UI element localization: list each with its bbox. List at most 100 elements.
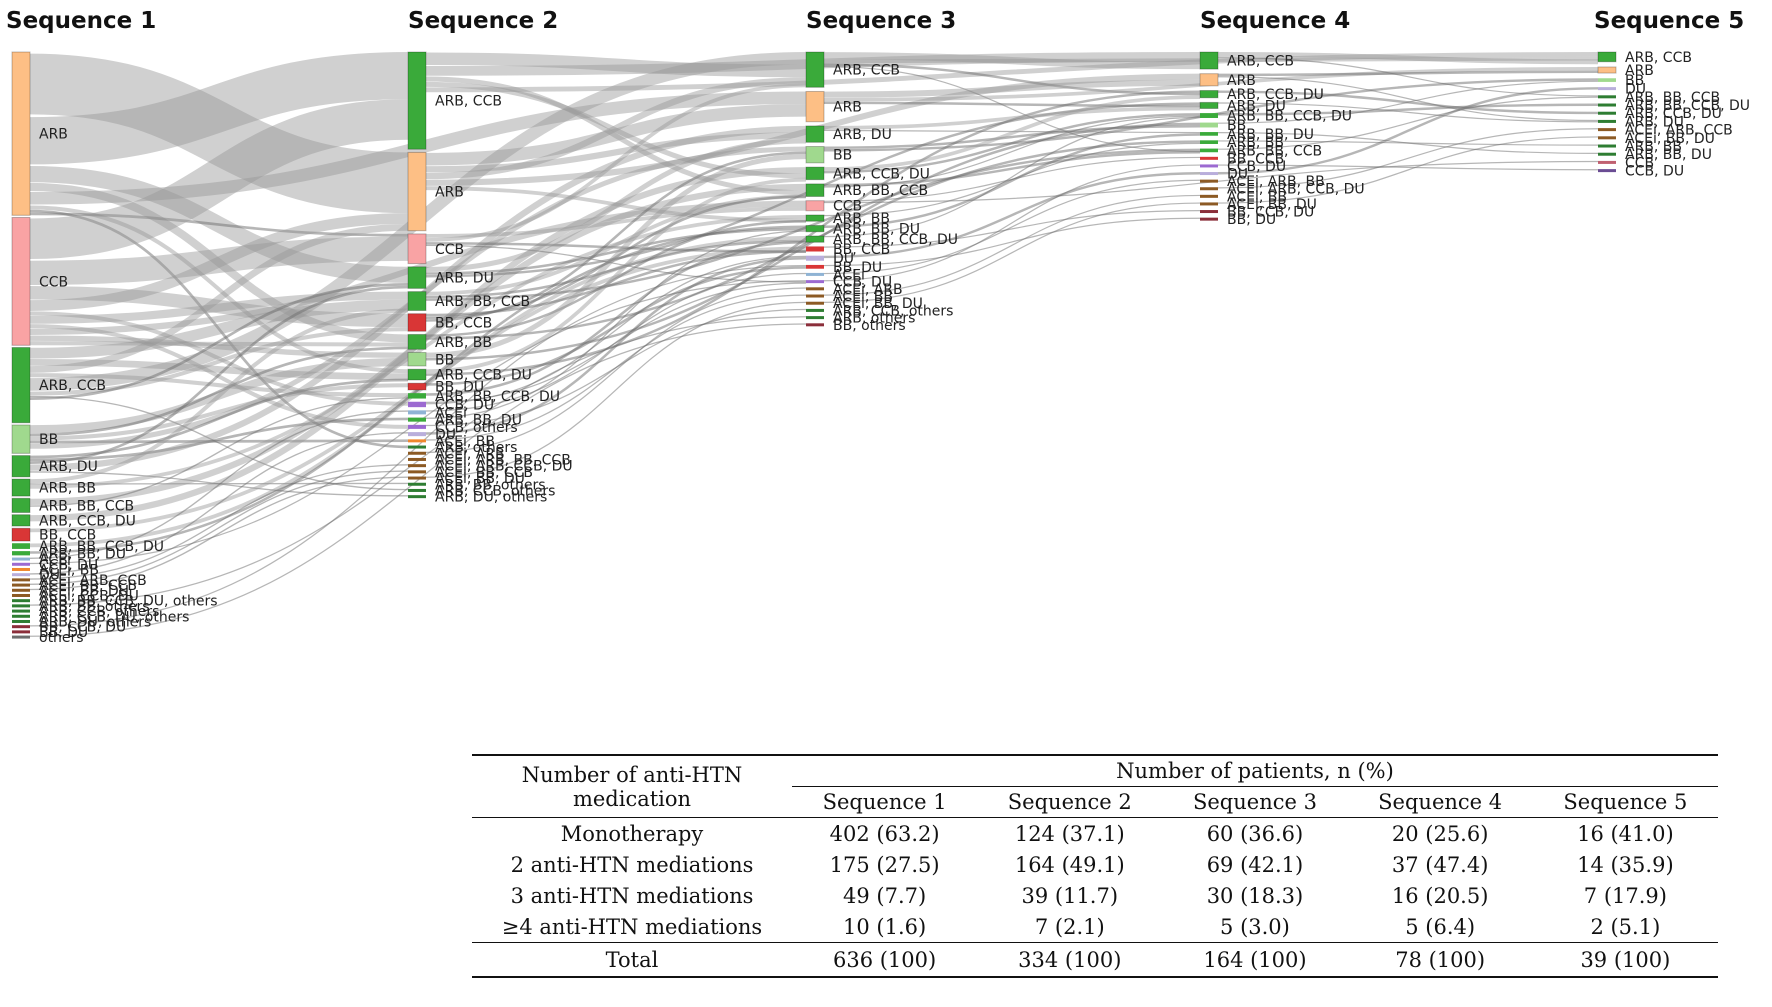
node-label-s4-arb-ccb: ARB, CCB — [1227, 54, 1294, 70]
flow-link — [29, 311, 409, 406]
node-label-s2-arb-ccb-others: ARB, CCB, others — [435, 483, 555, 499]
node-s3-arb-bb-ccb-du — [805, 235, 825, 243]
flow-link — [29, 280, 807, 565]
node-s1-others — [12, 635, 30, 639]
node-label-s4-arb-du: ARB, DU — [1227, 98, 1286, 114]
flow-link — [823, 115, 1201, 188]
node-label-s4-arb: ARB — [1227, 73, 1256, 89]
node-label-s3-acei-bb-du: ACEi, BB, DU — [833, 296, 923, 312]
flow-link — [823, 172, 1201, 259]
flow-link — [1217, 56, 1599, 97]
flow-link — [29, 99, 409, 260]
row-label: Total — [472, 942, 792, 978]
node-s1-arb-bb-others — [12, 604, 30, 608]
node-s5-arb-bb-du — [1598, 152, 1616, 156]
table-cell: 37 (47.4) — [1391, 852, 1489, 877]
node-s1-acei-bb-du — [12, 588, 30, 592]
node-label-s1-arb-du-others: ARB, DU, others — [39, 614, 151, 630]
node-s5-ccb — [1598, 160, 1616, 164]
node-label-s5-du: DU — [1625, 82, 1646, 98]
node-label-s1-arb-bb-ccb: ARB, BB, CCB — [39, 498, 134, 514]
node-s2-bb — [407, 352, 427, 367]
flow-link — [29, 359, 409, 380]
node-label-s4-bb: BB — [1227, 118, 1246, 134]
flow-link — [29, 417, 409, 462]
node-s4-acei-bb-du — [1200, 202, 1218, 206]
flow-link — [425, 287, 807, 454]
flow-link — [425, 256, 807, 435]
flow-link — [1217, 52, 1599, 65]
node-s5-arb-bb — [1598, 144, 1616, 148]
node-label-s3-bb: BB — [833, 148, 852, 164]
node-label-s5-bb: BB — [1625, 73, 1644, 89]
node-label-s2-arb-bb: ARB, BB — [435, 335, 492, 351]
table-col-sequence-5: Sequence 5 — [1563, 790, 1688, 814]
node-label-s1-acei-bb: ACEi, BB — [39, 562, 99, 578]
node-label-s2-acei-bb: ACEi, BB — [435, 434, 495, 450]
node-label-s1-acei-bb-ccb: ACEi, BB, CCB — [39, 578, 137, 594]
node-s1-bb-du — [12, 630, 30, 634]
flow-link — [425, 186, 807, 223]
node-s3-ccb-du — [806, 280, 824, 284]
node-label-s1-arb-bb-ccb-du: ARB, BB, CCB, DU — [39, 539, 164, 555]
node-s4-acei-arb-bb — [1200, 179, 1218, 183]
node-label-s2-du: DU — [435, 427, 456, 443]
node-s2-arb-du — [407, 266, 427, 289]
node-label-s2-acei-arb: ACEi, ARB — [435, 446, 505, 462]
flow-link — [425, 177, 807, 374]
node-s2-arb-du-others — [408, 495, 426, 499]
node-s1-ccb — [11, 217, 31, 346]
node-label-s3-bb-du: BB, DU — [833, 260, 882, 276]
node-s3-bb-others — [806, 323, 824, 327]
table-cell: 16 (20.5) — [1391, 883, 1489, 908]
node-label-s3-arb-bb-du: ARB, BB, DU — [833, 222, 920, 238]
node-s5-arb — [1597, 66, 1617, 74]
table-cell: 164 (49.1) — [1014, 852, 1125, 877]
node-s1-arb-bb-ccb — [11, 497, 31, 513]
node-label-s1-others: others — [39, 630, 84, 646]
flow-link — [823, 106, 1201, 130]
node-s4-bb — [1200, 122, 1218, 128]
node-label-s1-bb-ccb-du: BB, CCB, DU — [39, 620, 126, 636]
node-label-s3-arb-ccb-du: ARB, CCB, DU — [833, 166, 930, 182]
node-s1-arb-du — [11, 455, 31, 478]
node-s3-arb-ccb-du — [805, 166, 825, 181]
table-cell: 124 (37.1) — [1014, 821, 1125, 846]
node-label-s2-ccb: CCB — [435, 242, 464, 258]
node-s2-arb-ccb — [407, 51, 427, 150]
node-s4-bb-ccb — [1200, 156, 1218, 160]
node-s5-bb — [1598, 78, 1616, 82]
node-label-s3-arb-bb-ccb: ARB, BB, CCB — [833, 183, 928, 199]
node-s5-arb-bb-ccb — [1598, 95, 1616, 99]
table-row: Monotherapy 402 (63.2) 124 (37.1) 60 (36… — [472, 818, 1718, 850]
flow-link — [425, 132, 807, 173]
flow-link — [29, 182, 409, 343]
node-label-s3-arb-du: ARB, DU — [833, 127, 892, 143]
flow-link — [425, 266, 807, 386]
flow-link — [1217, 70, 1599, 77]
node-label-s4-arb-ccb-du: ARB, CCB, DU — [1227, 87, 1324, 103]
flow-link — [29, 476, 409, 591]
flow-link — [29, 373, 409, 398]
node-s3-arb-du — [805, 125, 825, 143]
flow-link — [1217, 76, 1599, 122]
table-row: 2 anti-HTN mediations 175 (27.5) 164 (49… — [472, 849, 1718, 880]
node-s4-arb-bb-ccb — [1200, 148, 1218, 153]
node-label-s5-arb-bb: ARB, BB — [1625, 139, 1682, 155]
node-label-s5-arb-bb-ccb: ARB, BB, CCB — [1625, 90, 1720, 106]
flow-link — [823, 133, 1201, 228]
node-s4-arb-du — [1199, 101, 1219, 110]
flow-link — [1217, 102, 1599, 123]
node-s3-arb-bb-du — [805, 224, 825, 233]
node-label-s3-arb-ccb: ARB, CCB — [833, 63, 900, 79]
node-label-s1-arb-bb-others: ARB, BB, others — [39, 599, 150, 615]
node-s2-acei-bb-du — [408, 476, 426, 480]
table-cell: 30 (18.3) — [1206, 883, 1304, 908]
flow-link — [29, 346, 409, 437]
node-s1-acei-ccb-du — [12, 593, 30, 597]
node-s1-bb-ccb — [11, 527, 31, 542]
flow-link — [1217, 136, 1599, 204]
node-label-s1-arb-bb-du: ARB, BB, DU — [39, 546, 126, 562]
flow-link — [425, 272, 807, 412]
flow-link — [425, 104, 807, 166]
